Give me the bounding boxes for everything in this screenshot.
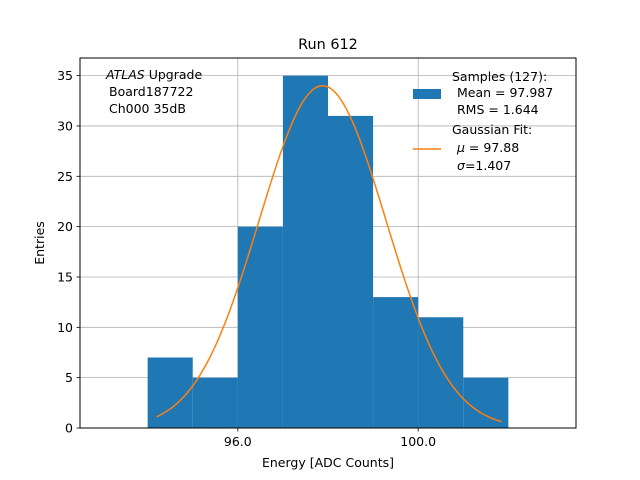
histogram-bars xyxy=(147,75,509,428)
svg-text:ATLAS Upgrade: ATLAS Upgrade xyxy=(105,67,202,82)
legend-mu-value: = 97.88 xyxy=(465,140,519,155)
legend-samples-title: Samples (127): xyxy=(452,69,547,84)
legend-fit-sigma: σ=1.407 xyxy=(457,158,511,173)
annotation-board-label: Board187722 xyxy=(109,84,193,99)
chart-title: Run 612 xyxy=(298,37,358,53)
legend-sigma-value: =1.407 xyxy=(465,158,511,173)
legend-hist-swatch xyxy=(413,89,441,99)
histogram-bar xyxy=(192,377,238,428)
annotation-upgrade-label: Upgrade xyxy=(145,67,203,82)
x-tick-label: 96.0 xyxy=(224,434,252,449)
y-tick-label: 35 xyxy=(57,68,73,83)
x-axis-label: Energy [ADC Counts] xyxy=(262,455,394,470)
y-tick-label: 30 xyxy=(57,118,73,133)
y-tick-label: 0 xyxy=(65,421,73,436)
y-tick-label: 10 xyxy=(57,320,73,335)
annotation-channel-label: Ch000 35dB xyxy=(109,101,186,116)
gaussian-fit-curve xyxy=(156,84,502,423)
histogram-bar xyxy=(463,377,509,428)
x-tick-label: 100.0 xyxy=(400,434,436,449)
histogram-bar xyxy=(237,226,283,428)
legend-mu-symbol: μ xyxy=(456,140,465,155)
legend-fit-title: Gaussian Fit: xyxy=(452,122,532,137)
annotation-atlas-label: ATLAS xyxy=(105,67,145,82)
histogram-bar xyxy=(328,115,374,428)
atlas-annotation: ATLAS Upgrade Board187722 Ch000 35dB xyxy=(105,67,202,116)
legend: Samples (127): Mean = 97.987 RMS = 1.644… xyxy=(413,69,553,173)
y-tick-label: 20 xyxy=(57,219,73,234)
legend-samples-mean: Mean = 97.987 xyxy=(457,85,553,100)
y-axis-label: Entries xyxy=(32,221,47,265)
plot-frame xyxy=(79,57,577,429)
legend-fit-mu: μ = 97.88 xyxy=(456,140,519,155)
y-tick-label: 15 xyxy=(57,269,73,284)
histogram-bar xyxy=(373,297,419,428)
histogram-bar xyxy=(282,75,328,428)
legend-sigma-symbol: σ xyxy=(457,158,466,173)
histogram-bar xyxy=(147,357,193,428)
axis-ticks: 0 5 10 15 20 25 30 35 96.0 100.0 xyxy=(57,68,436,449)
y-tick-label: 25 xyxy=(57,169,73,184)
legend-samples-rms: RMS = 1.644 xyxy=(457,102,539,117)
y-tick-label: 5 xyxy=(65,370,73,385)
